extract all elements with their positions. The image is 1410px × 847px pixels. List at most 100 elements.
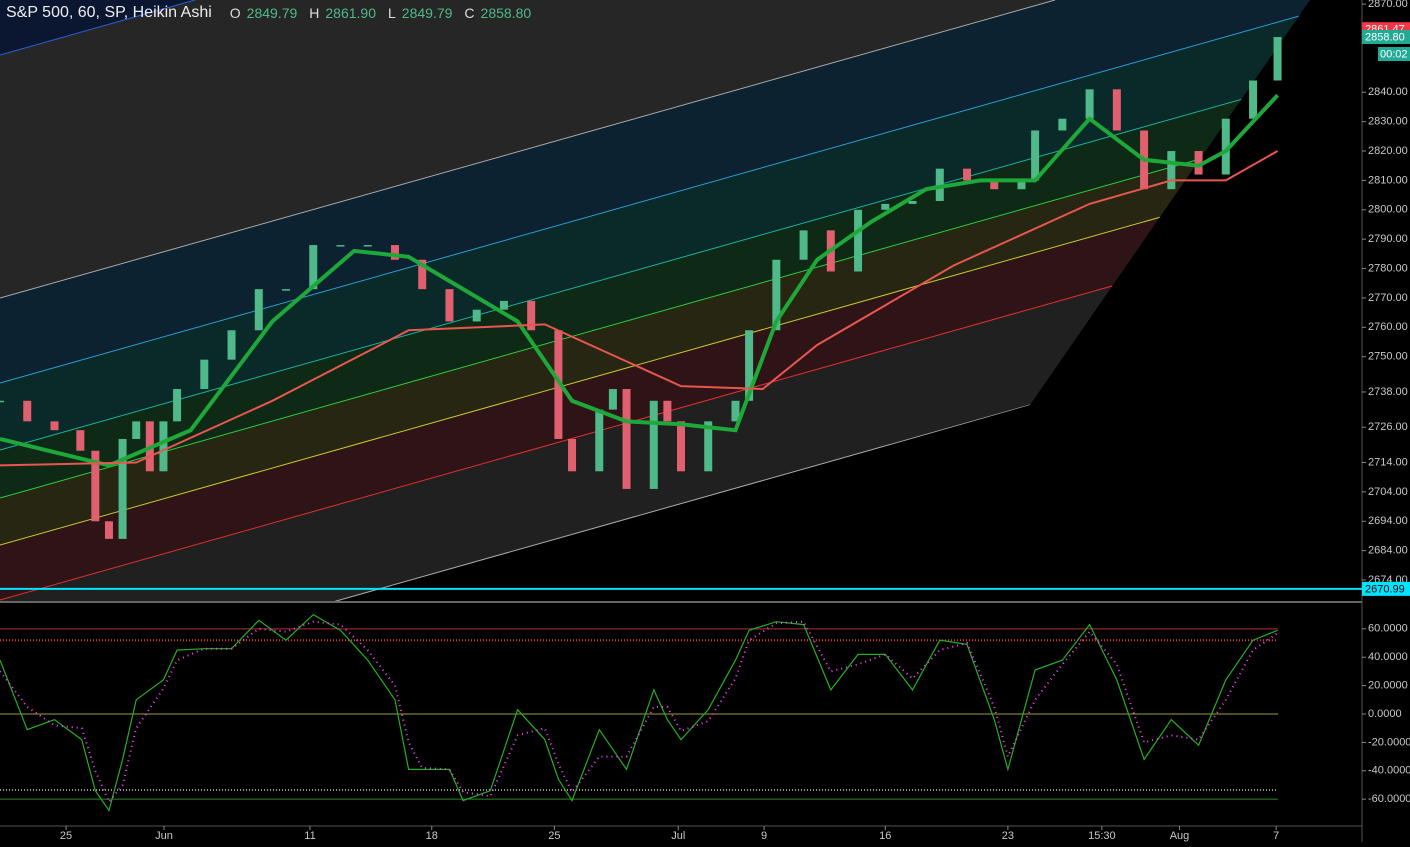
- y-tick-label: 2840.00: [1368, 86, 1408, 98]
- candle: [663, 400, 672, 422]
- candle: [554, 330, 563, 439]
- candle: [1017, 180, 1026, 190]
- candle: [1221, 118, 1230, 175]
- x-tick-label: Jul: [671, 830, 685, 842]
- line-series: [0, 93, 1280, 468]
- candle: [704, 421, 713, 472]
- candle: [363, 245, 372, 247]
- y-tick-label: 2684.00: [1368, 545, 1408, 557]
- ohlc-key: L: [388, 5, 396, 21]
- candle: [990, 180, 999, 190]
- y-tick-label: 2780.00: [1368, 262, 1408, 274]
- ohlc-value: 2849.79: [246, 5, 298, 21]
- x-tick-label: 18: [426, 830, 438, 842]
- candle: [472, 309, 481, 322]
- candle: [622, 389, 631, 489]
- y-tick-label: 2694.00: [1368, 515, 1408, 527]
- candle: [881, 203, 890, 210]
- candle: [309, 245, 318, 290]
- ohlc-key: O: [229, 5, 241, 21]
- candle: [1167, 151, 1176, 190]
- y-tick-label: 2760.00: [1368, 321, 1408, 333]
- candle: [1085, 89, 1094, 119]
- y-tick-label: 2790.00: [1368, 233, 1408, 245]
- candle: [499, 300, 508, 310]
- price-marker-label: 2858.80: [1365, 31, 1405, 43]
- candle: [23, 400, 32, 422]
- price-marker-label: 2670.99: [1365, 583, 1405, 595]
- candle: [445, 289, 454, 322]
- candle: [935, 168, 944, 201]
- y-tick-label: 2770.00: [1368, 292, 1408, 304]
- candle: [568, 438, 577, 472]
- y-tick-label: 2704.00: [1368, 486, 1408, 498]
- candle: [132, 421, 141, 439]
- candle: [390, 245, 399, 260]
- candle: [745, 330, 754, 401]
- candle: [963, 168, 972, 181]
- candle: [731, 400, 740, 422]
- y-tick-label: 2820.00: [1368, 145, 1408, 157]
- candle: [118, 438, 127, 539]
- candle: [159, 421, 168, 472]
- y-tick-label: 2870.00: [1368, 0, 1408, 10]
- y-tick-label: 2726.00: [1368, 421, 1408, 433]
- y-tick-label: -20.0000: [1368, 736, 1410, 748]
- candle: [336, 245, 345, 247]
- candle: [595, 409, 604, 472]
- candle: [173, 389, 182, 422]
- x-tick-label: 25: [548, 830, 560, 842]
- candle: [1031, 130, 1040, 181]
- y-tick-label: -60.0000: [1368, 793, 1410, 805]
- line-series: [0, 150, 1279, 467]
- x-tick-label: 23: [1002, 830, 1014, 842]
- x-tick-label: Aug: [1170, 830, 1190, 842]
- candle: [1194, 151, 1203, 175]
- candle: [1112, 89, 1121, 131]
- candle: [854, 209, 863, 272]
- x-tick-label: 7: [1273, 830, 1279, 842]
- candle: [76, 430, 85, 451]
- header: S&P 500, 60, SP, Heikin Ashi O 2849.79 H 28…: [6, 4, 537, 22]
- y-tick-label: 20.0000: [1368, 680, 1408, 692]
- ohlc-value: 2861.90: [325, 5, 376, 21]
- candle: [908, 200, 917, 204]
- candle: [608, 389, 617, 410]
- candle: [50, 421, 59, 431]
- countdown: 00:02: [1380, 48, 1408, 60]
- ohlc-key: C: [464, 5, 475, 21]
- x-tick-label: 25: [60, 830, 72, 842]
- x-tick-label: 9: [761, 830, 767, 842]
- candle: [418, 259, 427, 290]
- candle: [772, 259, 781, 331]
- y-tick-label: 2738.00: [1368, 386, 1408, 398]
- candle: [799, 230, 808, 260]
- countdown-bg: [1378, 47, 1410, 62]
- channel: [0, 0, 1310, 697]
- candle: [227, 330, 236, 360]
- y-tick-label: 40.0000: [1368, 651, 1408, 663]
- y-tick-label: 0.0000: [1368, 708, 1402, 720]
- candle: [91, 450, 100, 522]
- candle: [0, 400, 4, 403]
- line-series: [0, 613, 1278, 812]
- x-tick-label: 11: [304, 830, 315, 842]
- candle: [254, 289, 263, 331]
- x-tick-label: 16: [879, 830, 891, 842]
- candle: [1058, 118, 1067, 131]
- ohlc-key: H: [309, 5, 320, 21]
- y-tick-label: 2750.00: [1368, 351, 1408, 363]
- candle: [1273, 37, 1282, 81]
- y-tick-label: 2810.00: [1368, 174, 1408, 186]
- candle: [527, 300, 536, 331]
- x-tick-label: Jun: [155, 830, 173, 842]
- x-tick-label: 15:30: [1088, 830, 1116, 842]
- candle: [200, 359, 209, 390]
- ohlc-value: 2849.79: [401, 5, 453, 21]
- osc-pane: [0, 601, 1410, 842]
- symbol-title[interactable]: S&P 500, 60, SP, Heikin Ashi: [6, 4, 212, 21]
- y-tick-label: 60.0000: [1368, 623, 1408, 635]
- y-tick-label: 2714.00: [1368, 456, 1408, 468]
